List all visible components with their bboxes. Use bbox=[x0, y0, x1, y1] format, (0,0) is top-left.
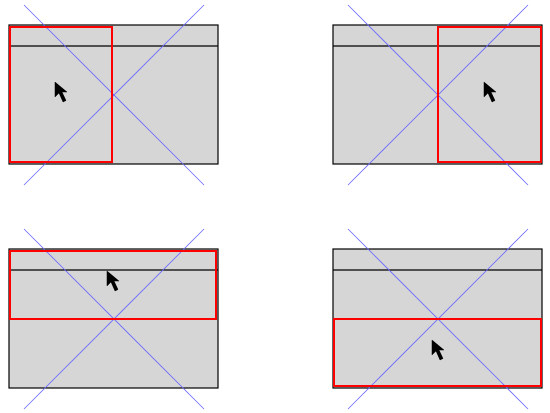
snap-zone-right-half bbox=[437, 26, 542, 163]
panel-top-left bbox=[8, 4, 219, 186]
arrow-cursor-icon bbox=[54, 81, 68, 103]
snap-zone-left-half bbox=[9, 26, 113, 163]
arrow-cursor-icon bbox=[483, 81, 497, 103]
arrow-cursor-icon bbox=[106, 270, 120, 292]
arrow-cursor-icon bbox=[431, 339, 445, 361]
snap-zone-bottom-half bbox=[333, 318, 542, 387]
panel-bottom-right bbox=[332, 228, 543, 410]
panel-bottom-left bbox=[8, 228, 219, 410]
diagonal-line bbox=[23, 4, 205, 186]
snap-zone-top-half bbox=[9, 250, 217, 320]
panel-top-right bbox=[332, 4, 543, 186]
